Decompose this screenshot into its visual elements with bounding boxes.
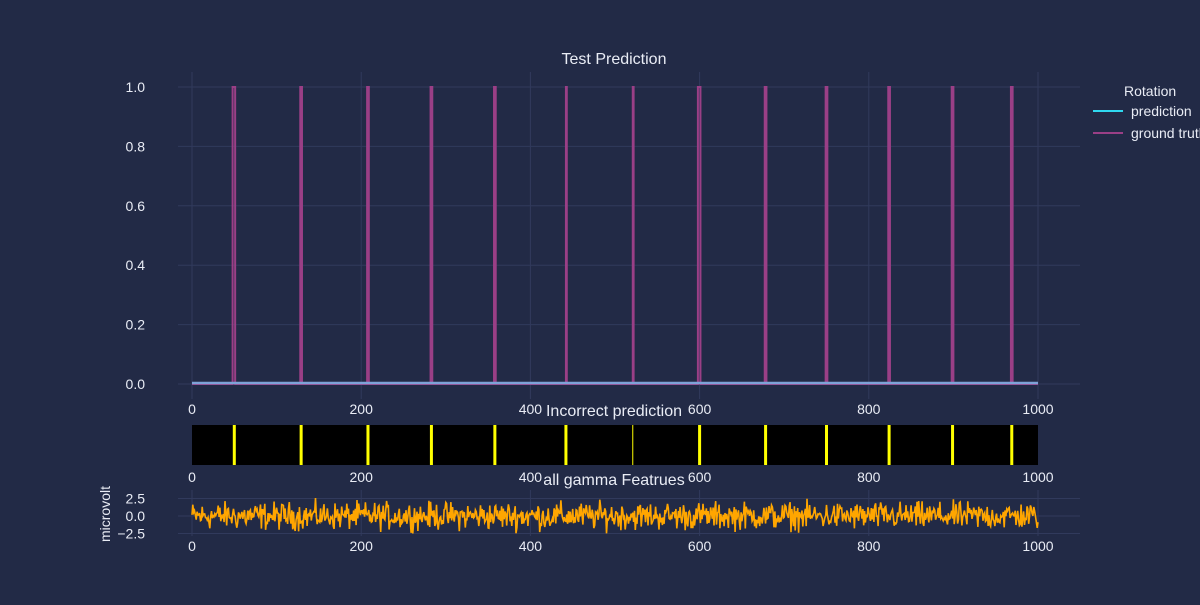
- incorrect-heatmap-cell: [632, 425, 634, 465]
- p1-x-tick-label: 400: [519, 401, 543, 417]
- incorrect-prediction-ticks: 0 200 400 600 800 1000: [188, 469, 1054, 485]
- gamma-ticks: 0 200 400 600 800 1000 −2.5 0.02.5: [117, 491, 1053, 555]
- incorrect-heatmap-cell: [429, 425, 433, 465]
- gamma-features-title: all gamma Featrues: [543, 472, 684, 489]
- incorrect-heatmap-cell: [951, 425, 955, 465]
- p3-x-tick-label: 600: [688, 538, 712, 554]
- legend-item-prediction[interactable]: prediction: [1093, 103, 1192, 119]
- legend-label-ground-truth: ground truth: [1131, 125, 1200, 141]
- p2-x-tick-label: 600: [688, 469, 712, 485]
- gamma-features-panel: 0 200 400 600 800 1000 −2.5 0.02.5 all gamma Fe…: [97, 472, 1080, 554]
- incorrect-heatmap-background: [192, 425, 1038, 465]
- incorrect-heatmap-cell: [232, 425, 236, 465]
- legend-label-prediction: prediction: [1131, 103, 1192, 119]
- p1-x-tick-label: 0: [188, 401, 196, 417]
- legend-item-ground-truth[interactable]: ground truth: [1093, 125, 1200, 141]
- p1-x-tick-label: 1000: [1022, 401, 1053, 417]
- p2-x-tick-label: 400: [519, 469, 543, 485]
- p2-x-tick-label: 0: [188, 469, 196, 485]
- incorrect-heatmap-cell: [366, 425, 370, 465]
- incorrect-heatmap-cell: [764, 425, 768, 465]
- test-prediction-title: Test Prediction: [562, 51, 667, 68]
- gamma-y-axis-label: microvolt: [97, 486, 113, 542]
- p1-y-tick-label: 0.2: [126, 317, 146, 333]
- p1-y-tick-label: 0.6: [126, 198, 146, 214]
- p2-x-tick-label: 800: [857, 469, 881, 485]
- p3-x-tick-label: 200: [350, 538, 374, 554]
- legend[interactable]: Rotation prediction ground truth: [1093, 83, 1200, 141]
- p3-x-tick-label: 400: [519, 538, 543, 554]
- incorrect-heatmap-cell: [887, 425, 891, 465]
- p1-x-tick-label: 800: [857, 401, 881, 417]
- p1-y-tick-label: 0.0: [126, 376, 146, 392]
- p3-x-tick-label: 800: [857, 538, 881, 554]
- gamma-series: [191, 498, 1039, 534]
- p1-y-tick-label: 0.4: [126, 257, 146, 273]
- incorrect-heatmap-cell: [299, 425, 303, 465]
- p1-x-tick-label: 200: [350, 401, 374, 417]
- incorrect-heatmap-cell: [564, 425, 568, 465]
- incorrect-heatmap-cell: [1010, 425, 1014, 465]
- p2-x-tick-label: 200: [350, 469, 374, 485]
- incorrect-heatmap-cells: [232, 425, 1014, 465]
- p3-y-tick-label: 0.0: [126, 508, 146, 524]
- p2-x-tick-label: 1000: [1022, 469, 1053, 485]
- p3-x-tick-label: 0: [188, 538, 196, 554]
- incorrect-heatmap-cell: [493, 425, 497, 465]
- p3-y-tick-label: −2.5: [117, 526, 145, 542]
- p1-y-tick-label: 0.8: [126, 138, 146, 154]
- p3-x-tick-label: 1000: [1022, 538, 1053, 554]
- incorrect-prediction-title: Incorrect prediction: [546, 403, 682, 420]
- test-prediction-ticks: 0 200 400 600 800 1000 0.0 0.2 0.4 0.6 0.8 1.0: [126, 79, 1054, 417]
- incorrect-heatmap-cell: [825, 425, 828, 465]
- p3-y-tick-label: 2.5: [126, 491, 146, 507]
- p1-x-tick-label: 600: [688, 401, 712, 417]
- incorrect-heatmap-cell: [698, 425, 702, 465]
- p1-y-tick-label: 1.0: [126, 79, 146, 95]
- legend-title: Rotation: [1124, 83, 1176, 99]
- incorrect-prediction-panel: 0 200 400 600 800 1000 Incorrect prediction: [188, 403, 1054, 485]
- test-prediction-panel: 0 200 400 600 800 1000 0.0 0.2 0.4 0.6 0.8 1.0 Test…: [126, 51, 1080, 417]
- gamma-line: [191, 498, 1039, 534]
